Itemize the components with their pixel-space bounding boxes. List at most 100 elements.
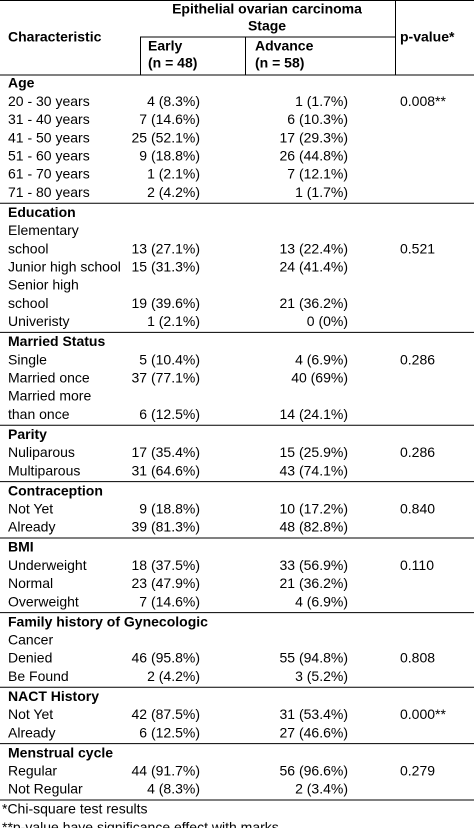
row-label: 31 - 40 years (8, 111, 90, 127)
early-value: 7 (14.6%) (139, 111, 200, 127)
row-label: Regular (8, 763, 57, 779)
advance-value: 56 (96.6%) (280, 763, 348, 779)
stage-title: Stage (248, 18, 286, 34)
early-value: 2 (4.2%) (147, 668, 200, 684)
row-label: Already (8, 724, 55, 740)
characteristic-header: Characteristic (8, 29, 102, 45)
early-value: 1 (2.1%) (147, 313, 200, 329)
early-value: 44 (91.7%) (132, 763, 200, 779)
row-label: 51 - 60 years (8, 148, 90, 164)
early-header: Early (148, 38, 182, 54)
row-label: Married more (8, 388, 91, 404)
row-label: Be Found (8, 668, 69, 684)
row-label: Not Yet (8, 501, 53, 517)
advance-value: 1 (1.7%) (295, 184, 348, 200)
early-value: 39 (81.3%) (132, 519, 200, 535)
advance-value: 6 (10.3%) (287, 111, 348, 127)
advance-value: 33 (56.9%) (280, 557, 348, 573)
advance-value: 24 (41.4%) (280, 259, 348, 275)
advance-value: 43 (74.1%) (280, 462, 348, 478)
row-label: Elementary (8, 222, 79, 238)
section-title: BMI (8, 539, 34, 555)
advance-value: 15 (25.9%) (280, 444, 348, 460)
row-label: Already (8, 519, 55, 535)
row-label: Junior high school (8, 259, 121, 275)
early-value: 19 (39.6%) (132, 295, 200, 311)
row-label: Univeristy (8, 313, 69, 329)
row-label: 41 - 50 years (8, 129, 90, 145)
advance-value: 2 (3.4%) (295, 781, 348, 797)
early-value: 42 (87.5%) (132, 706, 200, 722)
early-value: 15 (31.3%) (132, 259, 200, 275)
early-value: 6 (12.5%) (139, 406, 200, 422)
early-value: 17 (35.4%) (132, 444, 200, 460)
section-title: Married Status (8, 333, 105, 349)
early-value: 2 (4.2%) (147, 184, 200, 200)
p-value: 0.110 (400, 557, 434, 573)
row-label: Normal (8, 575, 53, 591)
p-value: 0.008** (400, 93, 446, 109)
row-label: Senior high (8, 277, 79, 293)
row-label: Denied (8, 650, 52, 666)
advance-value: 7 (12.1%) (287, 166, 348, 182)
advance-value: 0 (0%) (307, 313, 348, 329)
advance-value: 55 (94.8%) (280, 650, 348, 666)
p-value: 0.000** (400, 706, 446, 722)
row-label: Not Regular (8, 781, 83, 797)
early-n: (n = 48) (148, 55, 197, 71)
early-value: 9 (18.8%) (139, 148, 200, 164)
advance-n: (n = 58) (255, 55, 304, 71)
row-label: school (8, 240, 48, 256)
footnote: **p-value have significance effect with … (2, 819, 279, 828)
row-label: Married once (8, 370, 90, 386)
row-label: 61 - 70 years (8, 166, 90, 182)
early-value: 1 (2.1%) (147, 166, 200, 182)
group-title: Epithelial ovarian carcinoma (172, 1, 362, 17)
early-value: 5 (10.4%) (139, 351, 200, 367)
advance-value: 14 (24.1%) (280, 406, 348, 422)
early-value: 25 (52.1%) (132, 129, 200, 145)
p-value: 0.808 (400, 650, 435, 666)
row-label: school (8, 295, 48, 311)
row-label: Single (8, 351, 47, 367)
row-label: 20 - 30 years (8, 93, 90, 109)
early-value: 6 (12.5%) (139, 724, 200, 740)
p-value: 0.840 (400, 501, 435, 517)
early-value: 9 (18.8%) (139, 501, 200, 517)
row-label: Nuliparous (8, 444, 75, 460)
p-value: 0.286 (400, 444, 435, 460)
row-label: than once (8, 406, 70, 422)
p-header: p-value* (400, 29, 455, 45)
advance-header: Advance (255, 38, 314, 54)
advance-value: 13 (22.4%) (280, 240, 348, 256)
early-value: 23 (47.9%) (132, 575, 200, 591)
advance-value: 4 (6.9%) (295, 593, 348, 609)
advance-value: 40 (69%) (291, 370, 348, 386)
section-title: Family history of Gynecologic (8, 613, 208, 629)
p-value: 0.279 (400, 763, 435, 779)
p-value: 0.521 (400, 240, 435, 256)
section-title: Parity (8, 426, 47, 442)
row-label: Underweight (8, 557, 87, 573)
advance-value: 48 (82.8%) (280, 519, 348, 535)
advance-value: 31 (53.4%) (280, 706, 348, 722)
row-label: 71 - 80 years (8, 184, 90, 200)
row-label: Multiparous (8, 462, 80, 478)
row-label: Overweight (8, 593, 79, 609)
advance-value: 10 (17.2%) (280, 501, 348, 517)
advance-value: 26 (44.8%) (280, 148, 348, 164)
row-label: Not Yet (8, 706, 53, 722)
early-value: 13 (27.1%) (132, 240, 200, 256)
section-title: Education (8, 204, 76, 220)
section-title: Contraception (8, 482, 103, 498)
early-value: 18 (37.5%) (132, 557, 200, 573)
early-value: 4 (8.3%) (147, 781, 200, 797)
p-value: 0.286 (400, 351, 435, 367)
advance-value: 21 (36.2%) (280, 295, 348, 311)
advance-value: 21 (36.2%) (280, 575, 348, 591)
section-title: Menstrual cycle (8, 744, 113, 760)
early-value: 7 (14.6%) (139, 593, 200, 609)
section-title: NACT History (8, 688, 99, 704)
early-value: 37 (77.1%) (132, 370, 200, 386)
